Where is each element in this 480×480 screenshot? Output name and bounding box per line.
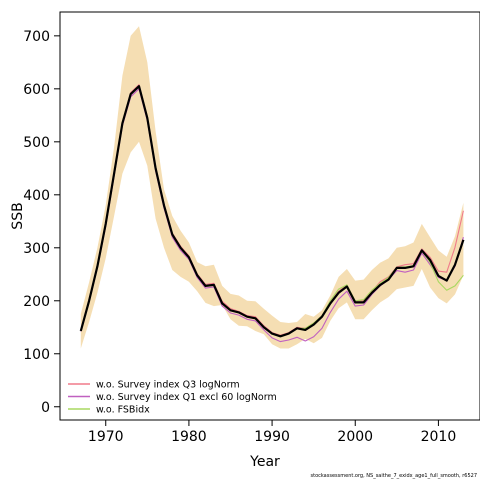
y-tick-label: 600: [23, 82, 50, 98]
y-axis: 0 100 200 300 400 500 600 700: [23, 29, 60, 416]
legend-label: w.o. Survey index Q3 logNorm: [96, 380, 240, 391]
x-tick-label: 1990: [254, 429, 290, 445]
plot-frame: [59, 11, 480, 421]
x-axis: 1970 1980 1990 2000 2010: [88, 420, 456, 445]
y-tick-label: 0: [41, 400, 50, 416]
series-layer: [79, 84, 465, 343]
y-tick-label: 300: [23, 241, 50, 257]
legend-label: w.o. FSBidx: [96, 405, 150, 416]
x-axis-title: Year: [249, 454, 280, 470]
y-tick-label: 200: [23, 294, 50, 310]
y-tick-label: 100: [23, 347, 50, 363]
x-tick-label: 1980: [171, 429, 207, 445]
footer-source-text: stockassessment.org, NS_saithe_7_exidx_a…: [310, 473, 478, 479]
confidence-band: [80, 26, 464, 349]
y-tick-label: 700: [23, 29, 50, 45]
x-tick-label: 2010: [421, 429, 457, 445]
y-axis-title: SSB: [10, 202, 26, 229]
y-tick-label: 500: [23, 135, 50, 151]
series-line-main: [79, 85, 465, 338]
y-tick-label: 400: [23, 188, 50, 204]
confidence-band-layer: [80, 26, 464, 349]
x-tick-label: 2000: [337, 429, 373, 445]
x-tick-label: 1970: [88, 429, 124, 445]
legend-label: w.o. Survey index Q1 excl 60 logNorm: [96, 392, 277, 403]
